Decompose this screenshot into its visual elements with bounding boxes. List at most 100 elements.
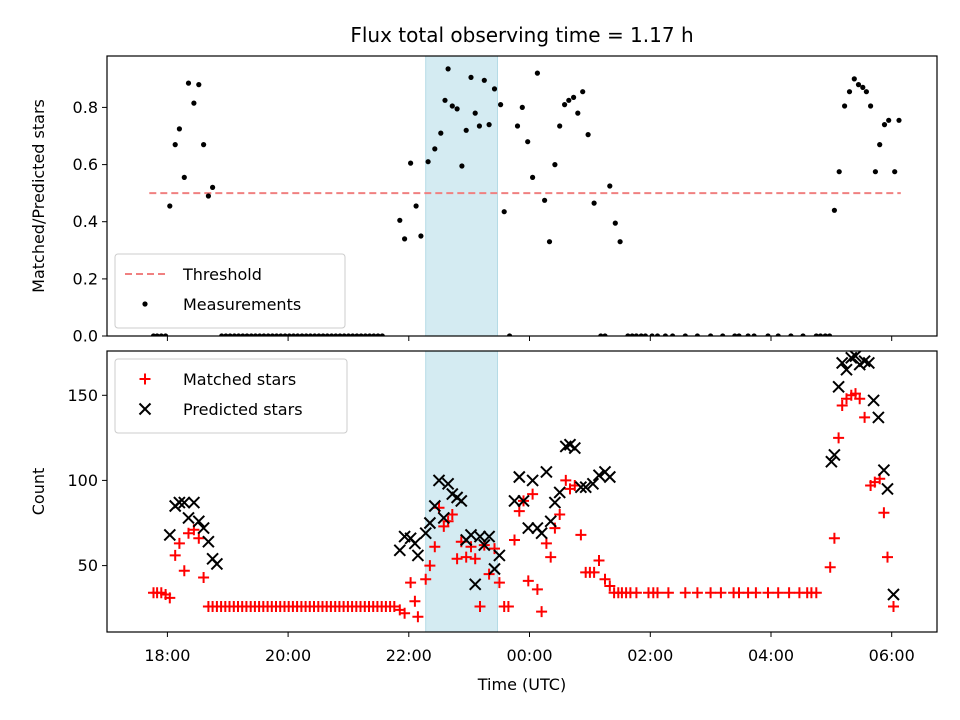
- measurement-point: [379, 333, 385, 336]
- measurement-point: [231, 333, 237, 336]
- predicted-star-point: [197, 521, 210, 535]
- predicted-star-point: [432, 474, 446, 487]
- matched-star-point: [836, 400, 848, 411]
- measurement-point: [438, 130, 444, 136]
- measurement-point: [210, 184, 216, 190]
- measurement-point: [201, 142, 207, 148]
- legend-entry-label: Threshold: [182, 265, 262, 284]
- measurement-point: [295, 333, 301, 336]
- matched-star-point: [489, 543, 500, 555]
- measurement-point: [612, 220, 618, 226]
- predicted-star-point: [493, 549, 506, 562]
- predicted-star-point: [887, 588, 900, 601]
- measurement-point: [851, 76, 857, 82]
- measurement-point: [881, 122, 888, 128]
- y-tick-label: 0.2: [73, 269, 98, 288]
- x-tick-label: 06:00: [869, 646, 915, 665]
- matched-star-point: [198, 572, 210, 583]
- measurement-point: [542, 197, 548, 203]
- measurement-point: [831, 207, 838, 213]
- x-tick-label: 20:00: [265, 646, 311, 665]
- legend-box: [114, 358, 348, 434]
- measurement-point: [345, 333, 352, 336]
- ratio-legend: Threshold Measurements: [114, 253, 346, 329]
- measurement-point: [468, 74, 474, 80]
- matched-star-point: [527, 488, 539, 500]
- predicted-star-point: [592, 469, 606, 482]
- measurement-point: [654, 333, 661, 336]
- predicted-star-point: [586, 477, 600, 491]
- predicted-star-point: [513, 470, 526, 484]
- matched-star-point: [810, 587, 822, 599]
- measurement-point: [269, 333, 275, 336]
- measurement-point: [445, 66, 451, 72]
- measurement-point: [575, 110, 581, 116]
- measurement-point: [481, 77, 487, 83]
- ratio-panel: 0.0 0.2 0.4 0.6 0.8 Matched/Predicted stars Th…: [29, 55, 938, 346]
- measurement-point: [842, 103, 848, 109]
- matched-star-point: [405, 577, 417, 589]
- matched-star-point: [469, 553, 481, 565]
- matched-star-point: [630, 587, 642, 599]
- y-tick-label: 0.0: [73, 327, 98, 346]
- matched-star-point: [474, 601, 486, 612]
- measurement-point: [191, 100, 197, 106]
- predicted-star-point: [825, 455, 838, 468]
- matched-star-point: [399, 607, 411, 619]
- matched-star-point: [451, 553, 463, 565]
- measurement-point: [633, 333, 639, 336]
- matched-star-point: [691, 587, 703, 599]
- measurement-point: [449, 103, 455, 109]
- predicted-star-point: [173, 496, 186, 509]
- ratio-plot-area: [149, 66, 902, 336]
- measurement-point: [629, 333, 635, 336]
- measurement-point: [240, 333, 246, 336]
- measurement-point: [375, 333, 381, 336]
- measurement-point: [324, 333, 330, 336]
- measurement-point: [261, 333, 267, 336]
- measurement-point: [408, 160, 414, 166]
- legend-entry-label: Measurements: [183, 295, 301, 314]
- measurement-point: [278, 333, 284, 336]
- matched-star-point: [531, 583, 543, 595]
- y-tick-label: 0.6: [73, 155, 98, 174]
- observing-window-band: [425, 55, 499, 337]
- matched-star-point: [424, 560, 436, 572]
- matched-star-point: [429, 541, 441, 553]
- matched-star-point: [509, 534, 520, 546]
- predicted-star-point: [468, 578, 482, 591]
- measurement-point: [320, 333, 326, 336]
- measurement-point: [788, 333, 794, 336]
- measurement-point: [507, 333, 513, 336]
- matched-star-point: [545, 551, 557, 563]
- measurement-point: [244, 333, 250, 336]
- measurement-point: [337, 333, 343, 336]
- measurement-point: [591, 200, 597, 206]
- y-tick-label: 150: [67, 386, 98, 405]
- predicted-star-point: [877, 463, 891, 477]
- measurement-point: [196, 82, 202, 88]
- measurement-point: [625, 333, 631, 336]
- measurement-point: [855, 82, 862, 88]
- measurement-point: [745, 333, 751, 336]
- measurement-point: [418, 233, 424, 239]
- measurement-point: [181, 174, 187, 180]
- measurement-point: [501, 209, 507, 215]
- predicted-star-point: [187, 496, 201, 509]
- count-panel: 50 100 150 18:00 20:00 22:00 00:00 02:00 04:00 06…: [29, 350, 938, 665]
- matched-star-point: [164, 592, 176, 604]
- measurement-point: [886, 117, 892, 123]
- predicted-star-point: [535, 526, 548, 540]
- x-tick-label: 04:00: [748, 646, 794, 665]
- measurement-point: [367, 333, 373, 336]
- matched-star-point: [588, 566, 600, 578]
- measurement-point: [670, 333, 676, 336]
- predicted-star-point: [867, 394, 880, 407]
- measurement-point: [432, 146, 438, 152]
- measurement-point: [566, 97, 572, 103]
- measurement-point: [534, 70, 541, 76]
- predicted-star-point: [488, 562, 501, 576]
- measurement-point: [236, 333, 242, 336]
- measurement-point: [442, 97, 448, 103]
- matched-star-point: [604, 580, 616, 592]
